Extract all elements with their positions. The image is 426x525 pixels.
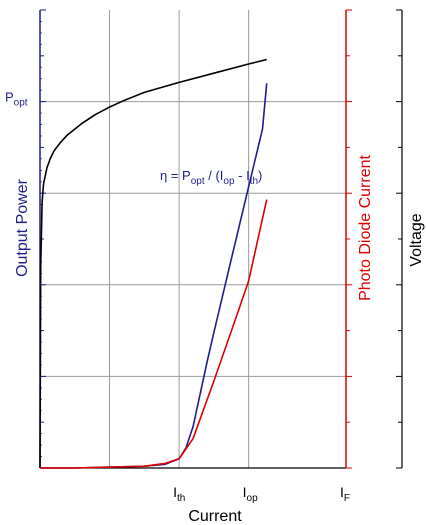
series-line-voltage [39, 58, 267, 469]
efficiency-annotation: η = Popt / (Iop - Ith) [160, 168, 262, 187]
x-tick-label-0: Ith [173, 484, 185, 504]
x-tick-main-0: I [173, 484, 177, 500]
x-tick-label-2: IF [340, 484, 350, 504]
x-tick-sub-2: F [344, 493, 350, 504]
annotation-sub3: th [250, 176, 258, 187]
y-axis-title-left: Output Power [14, 178, 31, 277]
series-line-power [40, 83, 268, 469]
annotation-sub1: opt [191, 176, 205, 187]
annotation-sub2: op [223, 176, 235, 187]
annotation-dash: - I [235, 168, 250, 183]
axes [39, 9, 403, 469]
x-tick-main-1: I [243, 484, 247, 500]
annotation-eta: η = P [160, 168, 191, 183]
grid [40, 10, 346, 468]
y-tick-sub-0: opt [14, 98, 28, 109]
x-tick-main-2: I [340, 484, 344, 500]
annotation-mid: / (I [205, 168, 224, 183]
x-tick-sub-1: op [247, 493, 259, 504]
x-tick-label-1: Iop [243, 484, 258, 504]
y-tick-main-0: P [5, 90, 14, 105]
y-axis-title-voltage: Voltage [408, 213, 425, 266]
series [39, 58, 268, 469]
annotation-end: ) [258, 168, 262, 183]
y-tick-label-left-0: Popt [5, 90, 28, 109]
y-axis-title-right: Photo Diode Current [357, 155, 374, 301]
series-line-photodiode [40, 199, 268, 469]
x-tick-sub-0: th [177, 493, 185, 504]
x-axis-title: Current [188, 508, 242, 525]
